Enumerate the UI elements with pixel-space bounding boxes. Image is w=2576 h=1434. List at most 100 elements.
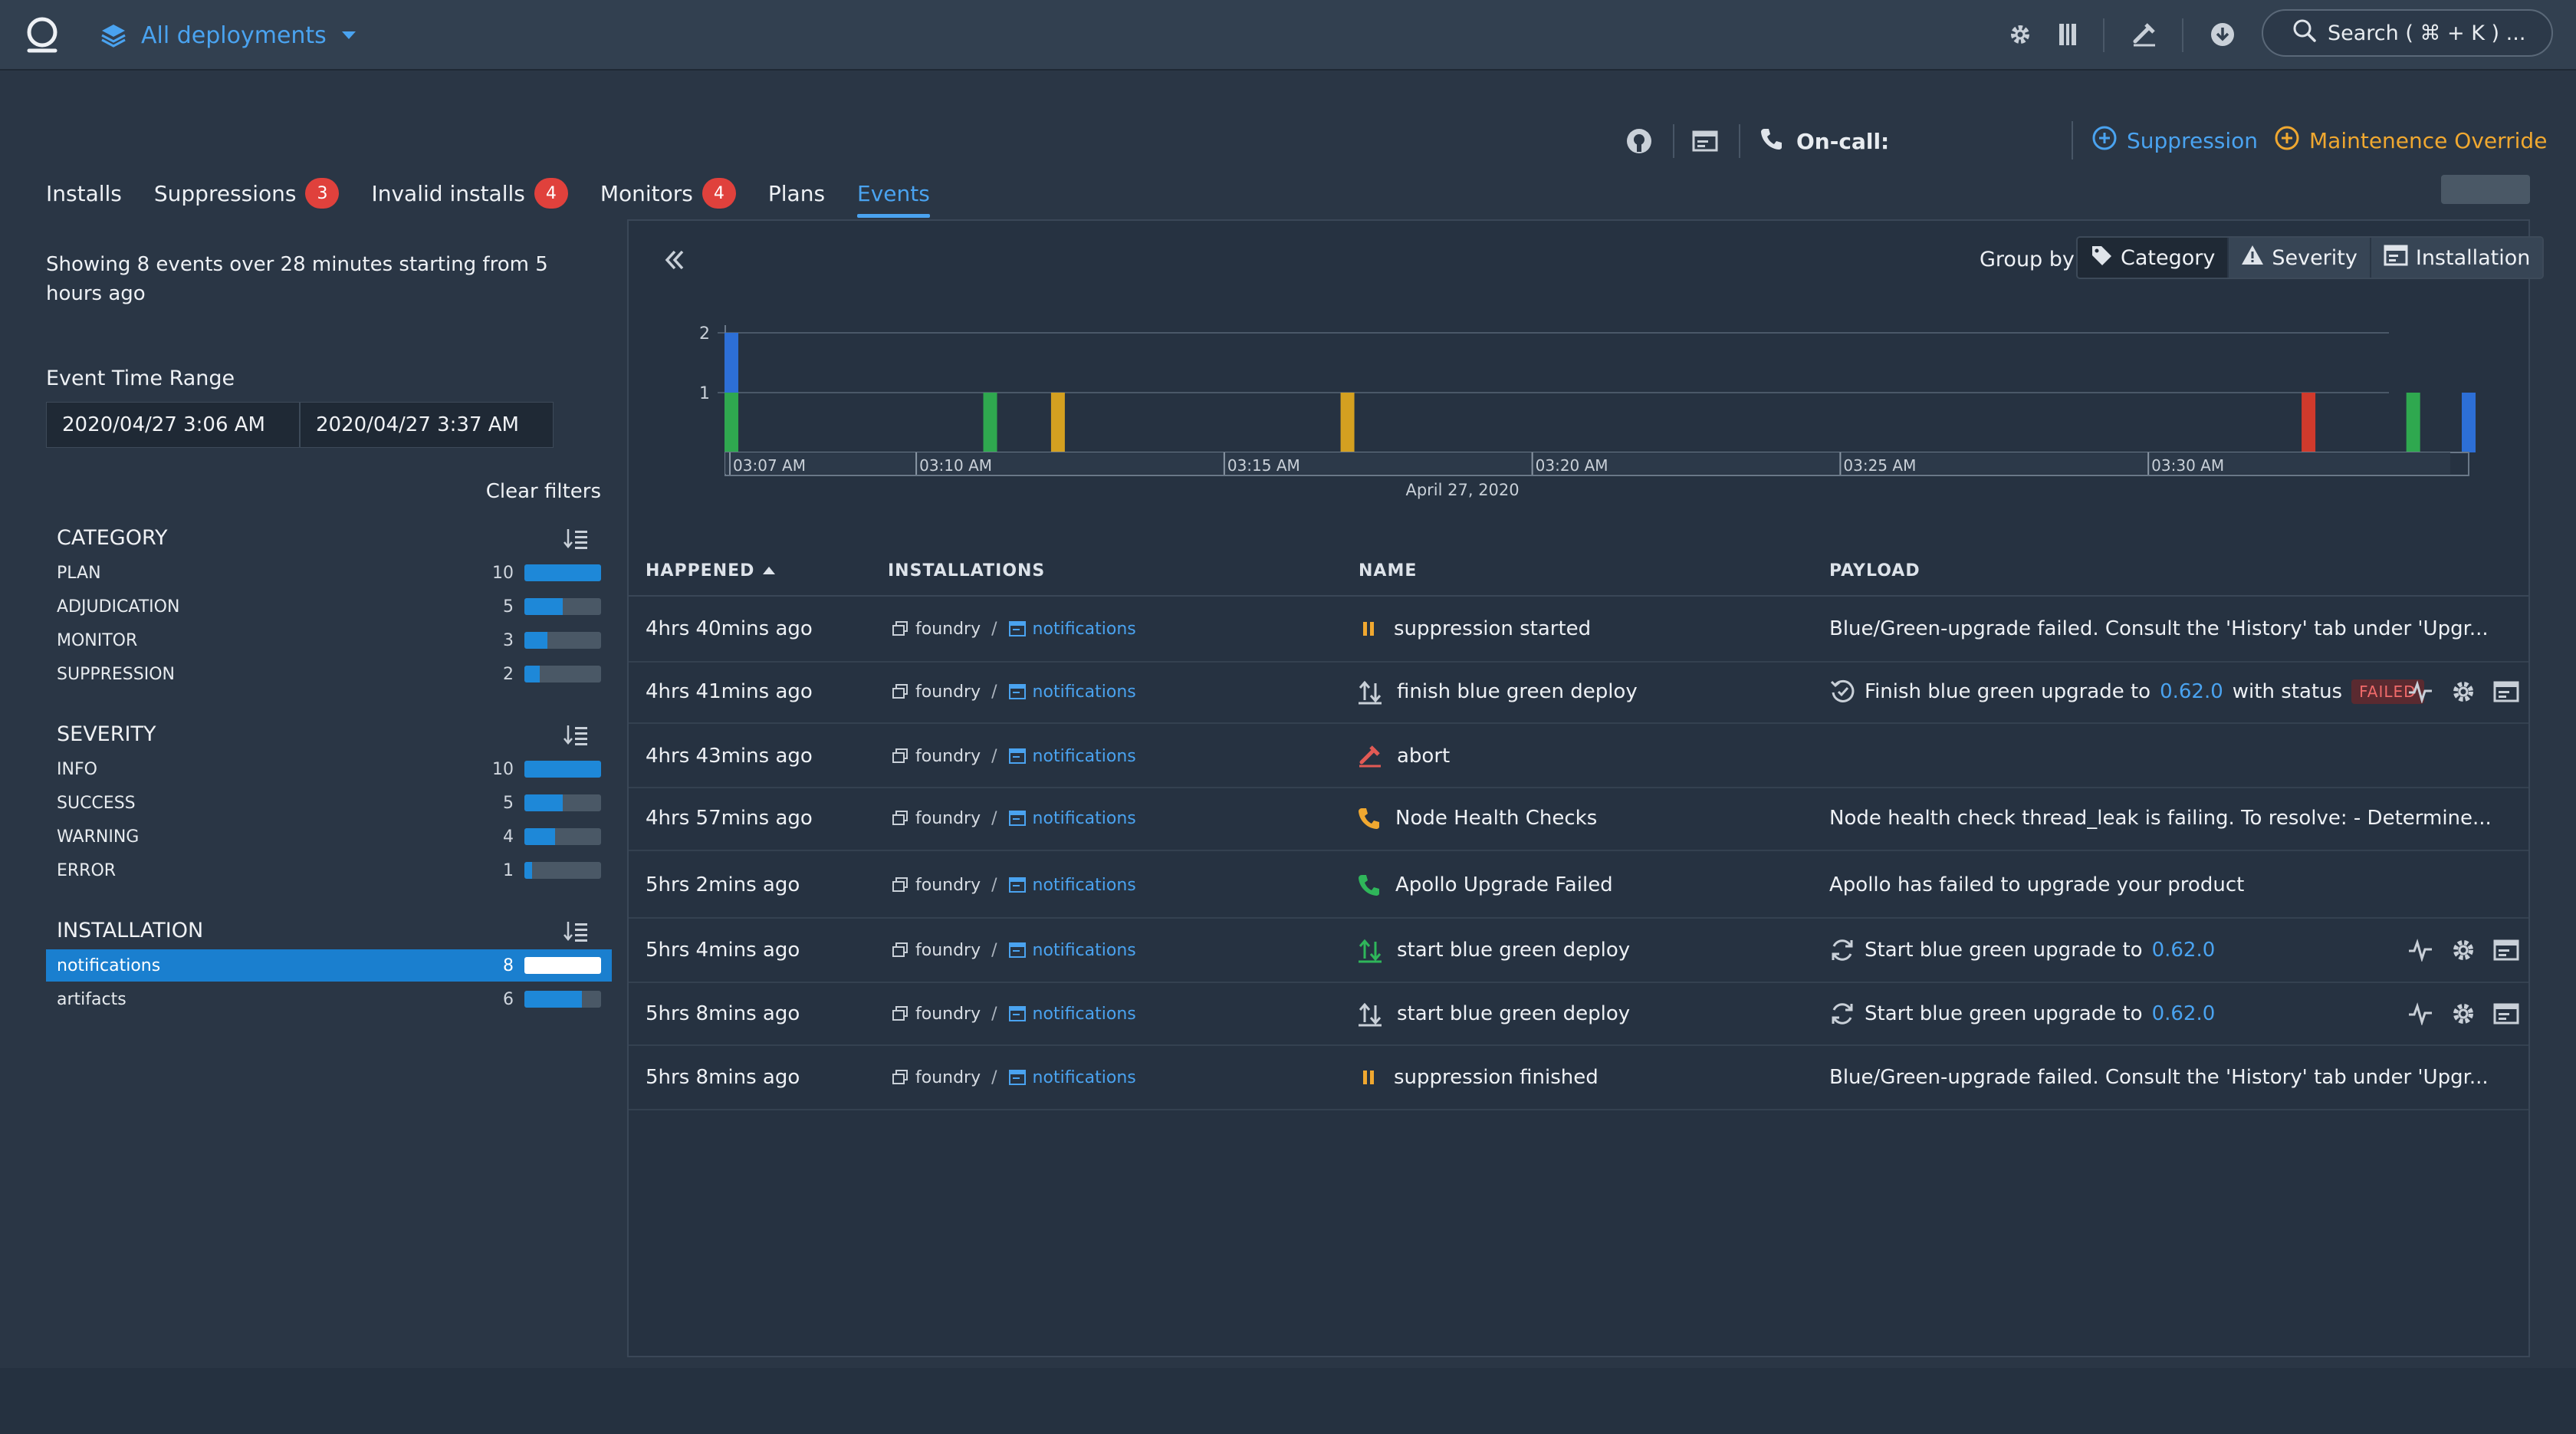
window-icon[interactable] xyxy=(2493,679,2519,705)
path-separator: / xyxy=(991,682,997,702)
installations-cell: foundry / notifications xyxy=(891,919,1136,982)
gavel-icon[interactable] xyxy=(2128,18,2160,51)
tab-invalid-installs[interactable]: Invalid installs 4 xyxy=(371,172,568,215)
installation-link[interactable]: notifications xyxy=(1032,746,1136,766)
environment-link[interactable]: foundry xyxy=(915,1004,981,1024)
installation-link[interactable]: notifications xyxy=(1032,619,1136,639)
tab-monitors[interactable]: Monitors 4 xyxy=(600,172,736,215)
facet-item-monitor[interactable]: MONITOR 3 xyxy=(46,624,612,656)
window-icon[interactable] xyxy=(2493,937,2519,963)
tab-events[interactable]: Events xyxy=(857,172,930,218)
histogram-bar[interactable] xyxy=(724,393,739,452)
environment-link[interactable]: foundry xyxy=(915,1067,981,1087)
environment-link[interactable]: foundry xyxy=(915,940,981,960)
payload-text: Blue/Green-upgrade failed. Consult the '… xyxy=(1829,617,2489,640)
name-cell: start blue green deploy xyxy=(1357,983,1630,1044)
github-icon[interactable] xyxy=(1622,124,1656,158)
download-icon[interactable] xyxy=(2206,18,2239,51)
app-icon xyxy=(1008,620,1027,638)
facet-item-info[interactable]: INFO 10 xyxy=(46,753,612,785)
installation-link[interactable]: notifications xyxy=(1032,875,1136,895)
environment-link[interactable]: foundry xyxy=(915,875,981,895)
facet-item-artifacts[interactable]: artifacts 6 xyxy=(46,983,612,1015)
activity-icon[interactable] xyxy=(2407,937,2433,963)
installation-link[interactable]: notifications xyxy=(1032,682,1136,702)
sort-list-icon[interactable] xyxy=(563,525,590,552)
app-logo-icon[interactable] xyxy=(23,15,61,55)
installation-link[interactable]: notifications xyxy=(1032,940,1136,960)
installation-link[interactable]: notifications xyxy=(1032,1004,1136,1024)
add-suppression-button[interactable]: Suppression xyxy=(2091,123,2258,158)
table-row[interactable]: 4hrs 43mins ago foundry / notifications … xyxy=(629,725,2528,788)
payload-text: Finish blue green upgrade to xyxy=(1865,680,2151,703)
deployment-selector[interactable]: All deployments xyxy=(100,17,357,54)
gear-icon[interactable] xyxy=(2450,679,2476,705)
settings-gear-icon[interactable] xyxy=(2004,18,2036,51)
facet-item-suppression[interactable]: SUPPRESSION 2 xyxy=(46,658,612,690)
histogram-bar[interactable] xyxy=(2406,393,2420,452)
toolbar-divider xyxy=(2182,18,2183,52)
tab-installs[interactable]: Installs xyxy=(46,172,122,215)
version-link[interactable]: 0.62.0 xyxy=(2160,680,2223,703)
installation-link[interactable]: notifications xyxy=(1032,1067,1136,1087)
collapse-sidebar-icon[interactable] xyxy=(658,244,690,276)
maintenance-override-button[interactable]: Maintenence Override xyxy=(2274,123,2547,158)
table-row[interactable]: 5hrs 8mins ago foundry / notifications s… xyxy=(629,1046,2528,1110)
gear-icon[interactable] xyxy=(2450,1001,2476,1027)
facet-item-bar-fill xyxy=(524,828,555,845)
version-link[interactable]: 0.62.0 xyxy=(2151,1002,2216,1025)
histogram-bar[interactable] xyxy=(2302,393,2316,452)
copy-icon xyxy=(891,1068,909,1087)
payload-cell: Node health check thread_leak is failing… xyxy=(1829,787,2492,850)
facet-item-error[interactable]: ERROR 1 xyxy=(46,854,612,886)
application-window-icon[interactable] xyxy=(1688,124,1722,158)
y-tick-label: 1 xyxy=(699,384,710,403)
clear-filters-button[interactable]: Clear filters xyxy=(485,480,601,503)
sort-list-icon[interactable] xyxy=(563,917,590,945)
installations-cell: foundry / notifications xyxy=(891,661,1136,722)
plus-circle-icon xyxy=(2091,125,2118,156)
table-row[interactable]: 5hrs 8mins ago foundry / notifications s… xyxy=(629,983,2528,1046)
histogram-bar[interactable] xyxy=(1340,393,1355,452)
book-icon[interactable] xyxy=(2052,18,2084,51)
installation-link[interactable]: notifications xyxy=(1032,808,1136,828)
histogram-bar[interactable] xyxy=(983,393,997,452)
tab-suppressions[interactable]: Suppressions 3 xyxy=(154,172,340,215)
facet-item-success[interactable]: SUCCESS 5 xyxy=(46,787,612,819)
environment-link[interactable]: foundry xyxy=(915,682,981,702)
window-icon[interactable] xyxy=(2493,1001,2519,1027)
environment-link[interactable]: foundry xyxy=(915,808,981,828)
event-name: start blue green deploy xyxy=(1397,1002,1631,1025)
group-by-severity-button[interactable]: Severity xyxy=(2227,238,2370,278)
time-range-end-input[interactable]: 2020/04/27 3:37 AM xyxy=(299,403,553,447)
global-search-input[interactable]: Search ( ⌘ + K ) ... xyxy=(2262,9,2553,57)
gear-icon[interactable] xyxy=(2450,937,2476,963)
environment-link[interactable]: foundry xyxy=(915,746,981,766)
x-axis-brush[interactable] xyxy=(725,452,2450,474)
histogram-bar[interactable] xyxy=(724,333,739,393)
table-row[interactable]: 5hrs 4mins ago foundry / notifications s… xyxy=(629,919,2528,983)
happened-cell: 5hrs 4mins ago xyxy=(646,939,800,962)
table-row[interactable]: 4hrs 40mins ago foundry / notifications … xyxy=(629,597,2528,663)
activity-icon[interactable] xyxy=(2407,679,2433,705)
environment-link[interactable]: foundry xyxy=(915,619,981,639)
sort-list-icon[interactable] xyxy=(563,721,590,748)
time-range-start-input[interactable]: 2020/04/27 3:06 AM xyxy=(62,413,265,436)
facet-item-notifications[interactable]: notifications 8 xyxy=(46,949,612,982)
histogram-bar[interactable] xyxy=(2462,393,2476,452)
facet-item-adjudication[interactable]: ADJUDICATION 5 xyxy=(46,590,612,623)
histogram-bar[interactable] xyxy=(1050,393,1065,452)
group-by-installation-button[interactable]: Installation xyxy=(2369,238,2543,278)
activity-icon[interactable] xyxy=(2407,1001,2433,1027)
facet-item-plan[interactable]: PLAN 10 xyxy=(46,557,612,589)
table-row[interactable]: 4hrs 41mins ago foundry / notifications … xyxy=(629,661,2528,724)
table-row[interactable]: 4hrs 57mins ago foundry / notifications … xyxy=(629,787,2528,851)
column-happened[interactable]: HAPPENED xyxy=(646,561,776,581)
version-link[interactable]: 0.62.0 xyxy=(2151,939,2216,962)
facet-item-count: 5 xyxy=(503,793,514,813)
path-separator: / xyxy=(991,808,997,828)
tab-plans[interactable]: Plans xyxy=(768,172,825,215)
facet-item-warning[interactable]: WARNING 4 xyxy=(46,821,612,853)
group-by-category-button[interactable]: Category xyxy=(2078,238,2228,278)
table-row[interactable]: 5hrs 2mins ago foundry / notifications A… xyxy=(629,853,2528,919)
